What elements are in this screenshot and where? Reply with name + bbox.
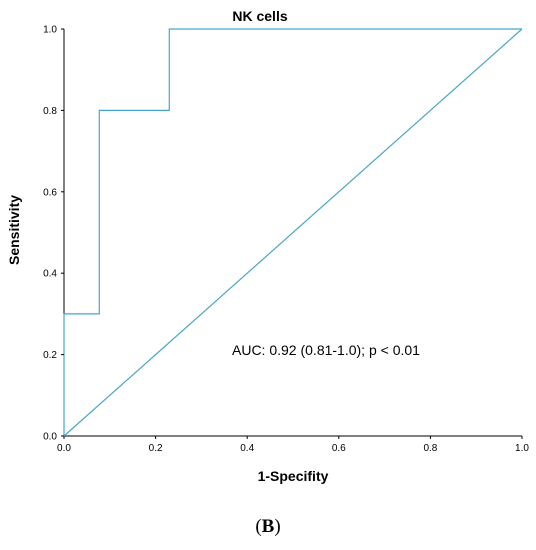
y-tick-label: 0.0 (43, 432, 57, 443)
reference-diagonal (63, 28, 523, 437)
roc-curve (63, 28, 522, 436)
x-axis-label: 1-Specifity (258, 468, 329, 484)
x-tick-label: 0.2 (149, 443, 163, 454)
x-tick-label: 1.0 (515, 443, 529, 454)
y-tick-label: 1.0 (43, 25, 57, 36)
x-tick-label: 0.4 (240, 443, 254, 454)
y-tick-label: 0.4 (43, 269, 57, 280)
x-tick-label: 0.6 (332, 443, 346, 454)
caption-close: ) (274, 516, 281, 537)
y-tick-label: 0.6 (43, 187, 57, 198)
x-tick-label: 0.8 (423, 443, 437, 454)
chart-title: NK cells (232, 8, 287, 24)
y-tick-label: 0.8 (43, 106, 57, 117)
series-group (63, 28, 523, 437)
auc-annotation: AUC: 0.92 (0.81-1.0); p < 0.01 (232, 342, 420, 358)
y-axis-label: Sensitivity (6, 195, 22, 265)
x-tick-label: 0.0 (57, 443, 71, 454)
y-tick-label: 0.2 (43, 350, 57, 361)
roc-chart: 0.0 0.2 0.4 0.6 0.8 1.0 0.0 0.2 0.4 0.6 0.8 1.0 NK … (6, 8, 529, 484)
caption-letter: B (261, 516, 275, 537)
tick-labels: 0.0 0.2 0.4 0.6 0.8 1.0 0.0 0.2 0.4 0.6 0.8 1.0 (43, 25, 529, 455)
figure-caption: (B) (0, 516, 536, 538)
caption-open: ( (255, 516, 262, 537)
